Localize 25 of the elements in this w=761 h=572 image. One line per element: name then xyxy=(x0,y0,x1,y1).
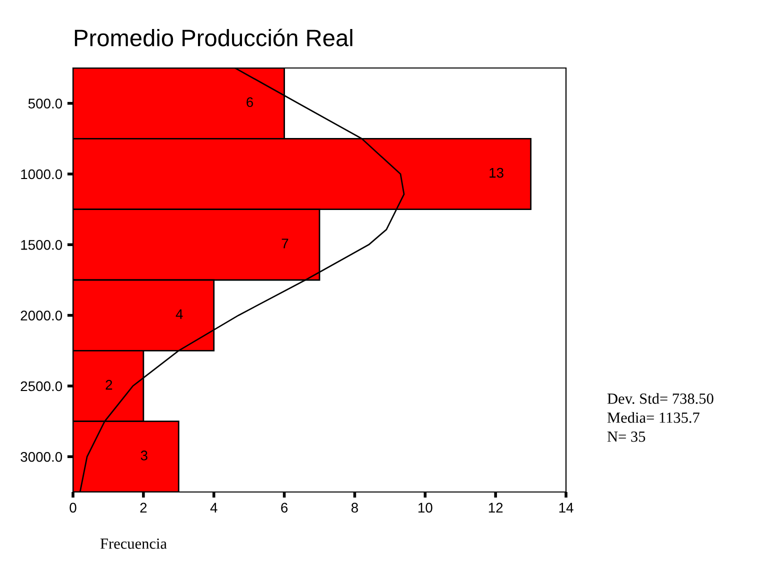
text: Media= 1135.7 xyxy=(607,412,700,423)
y-tick-label: 2500.0 xyxy=(20,381,62,392)
x-axis-title: Frecuencia xyxy=(100,538,167,549)
x-tick-label: 6 xyxy=(281,502,288,513)
x-tick-label: 14 xyxy=(559,502,574,512)
x-tick-label: 4 xyxy=(210,502,218,512)
data-label: 6 xyxy=(246,97,254,108)
data-label: 7 xyxy=(282,238,288,248)
y-tick-label: 3000.0 xyxy=(20,452,62,462)
x-tick-label: 12 xyxy=(488,502,503,512)
data-label: 3 xyxy=(140,450,148,460)
data-label: 2 xyxy=(106,380,112,390)
x-tick-label: 0 xyxy=(70,502,76,513)
text: Dev. Std= 738.50 xyxy=(607,393,714,404)
x-tick-label: 10 xyxy=(418,502,432,513)
data-label: 13 xyxy=(490,168,504,178)
data-label: 4 xyxy=(176,309,183,319)
text: N= 35 xyxy=(607,432,646,442)
x-tick-label: 2 xyxy=(140,502,147,512)
x-tick-label: 8 xyxy=(351,502,358,513)
y-tick-label: 1500.0 xyxy=(21,240,62,250)
y-tick-label: 2000.0 xyxy=(20,310,62,321)
y-tick-label: 500.0 xyxy=(28,98,62,109)
chart-title: Promedio Producción Real xyxy=(74,28,352,46)
y-tick-label: 1000.0 xyxy=(21,169,62,180)
